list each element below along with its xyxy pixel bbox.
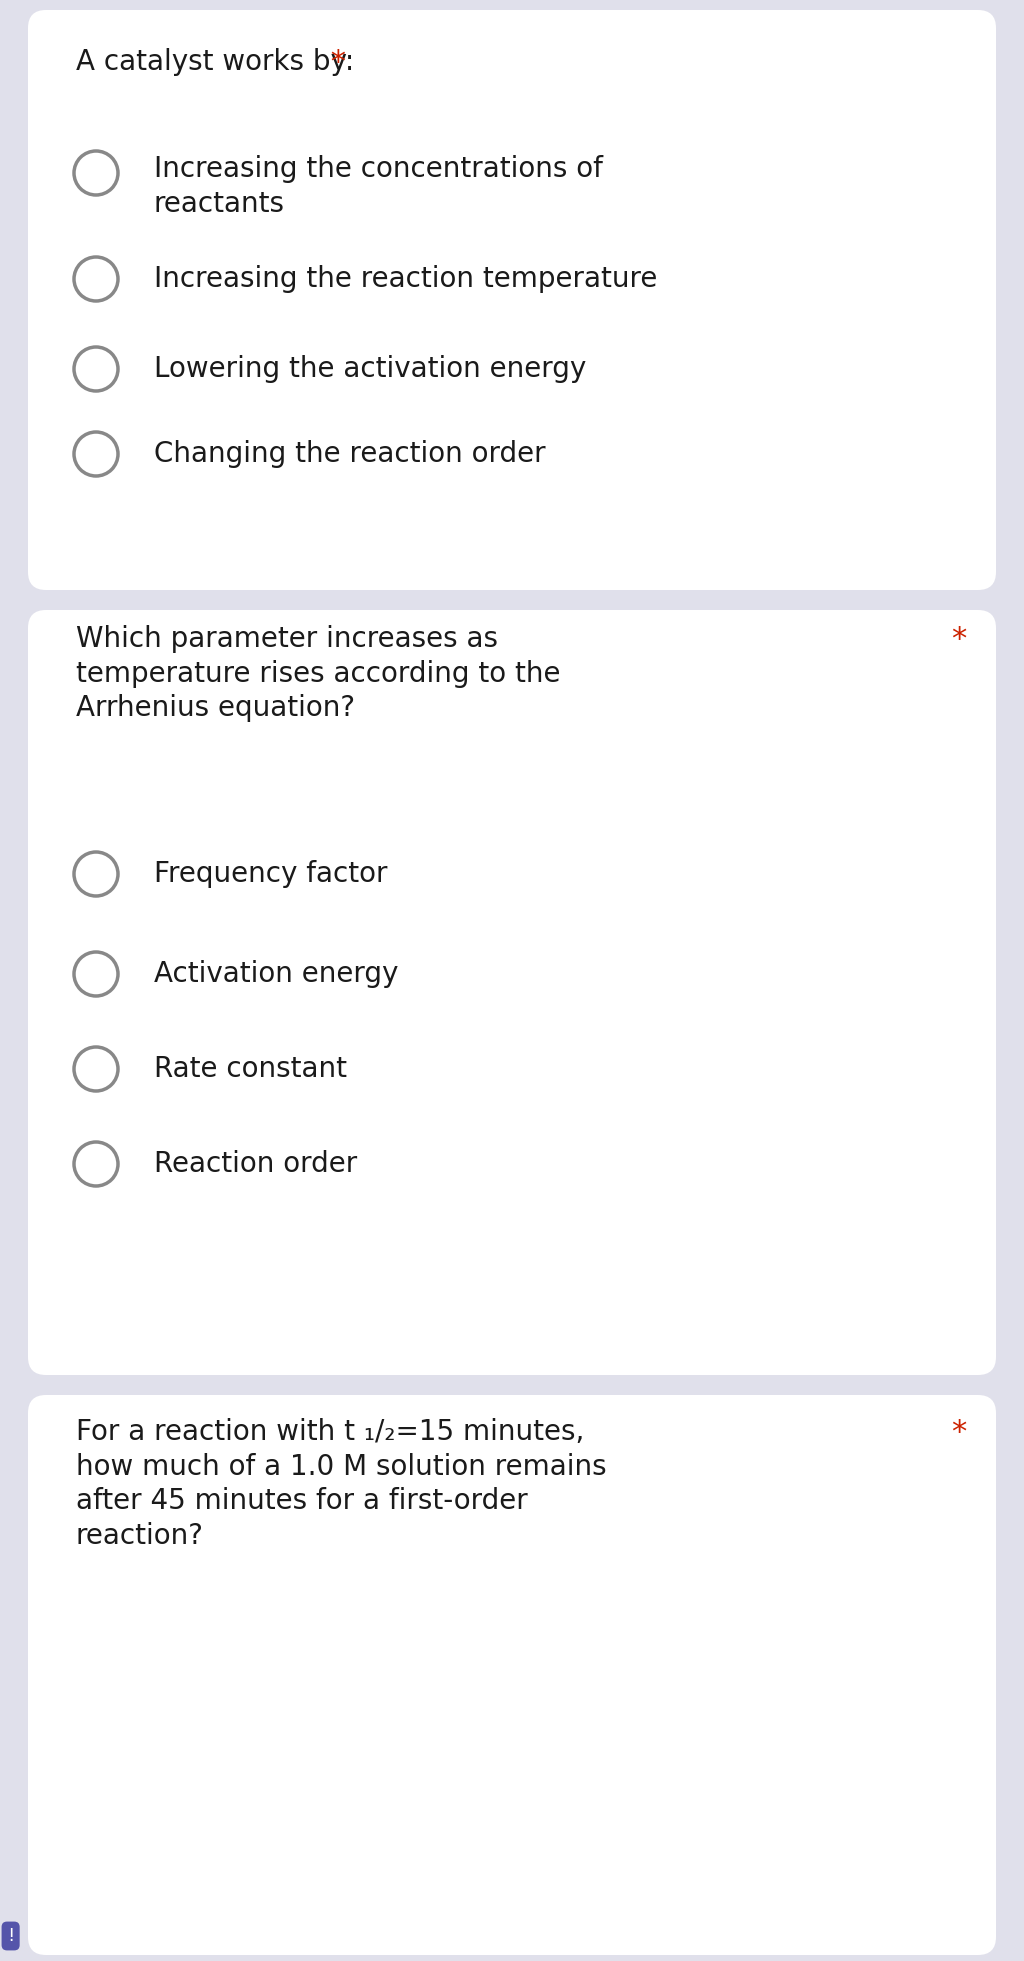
Text: Rate constant: Rate constant <box>154 1055 347 1082</box>
Circle shape <box>74 151 118 194</box>
Text: Activation energy: Activation energy <box>154 961 398 988</box>
FancyBboxPatch shape <box>28 1394 996 1955</box>
Circle shape <box>74 1141 118 1186</box>
Circle shape <box>74 851 118 896</box>
Circle shape <box>74 257 118 300</box>
Text: Reaction order: Reaction order <box>154 1149 357 1179</box>
Circle shape <box>74 431 118 477</box>
FancyBboxPatch shape <box>28 10 996 590</box>
Text: Increasing the reaction temperature: Increasing the reaction temperature <box>154 265 657 292</box>
Text: Increasing the concentrations of
reactants: Increasing the concentrations of reactan… <box>154 155 603 218</box>
Text: Changing the reaction order: Changing the reaction order <box>154 439 546 469</box>
Text: Frequency factor: Frequency factor <box>154 861 387 888</box>
Circle shape <box>74 951 118 996</box>
Text: !: ! <box>7 1928 14 1945</box>
Text: Lowering the activation energy: Lowering the activation energy <box>154 355 587 382</box>
Text: *: * <box>950 1418 966 1447</box>
Text: Which parameter increases as
temperature rises according to the
Arrhenius equati: Which parameter increases as temperature… <box>76 626 560 722</box>
Text: A catalyst works by:: A catalyst works by: <box>76 47 354 76</box>
Text: *: * <box>321 47 346 76</box>
Circle shape <box>74 1047 118 1090</box>
Text: For a reaction with t ₁/₂=15 minutes,
how much of a 1.0 M solution remains
after: For a reaction with t ₁/₂=15 minutes, ho… <box>76 1418 606 1549</box>
Text: *: * <box>950 626 966 655</box>
Circle shape <box>74 347 118 390</box>
FancyBboxPatch shape <box>28 610 996 1375</box>
